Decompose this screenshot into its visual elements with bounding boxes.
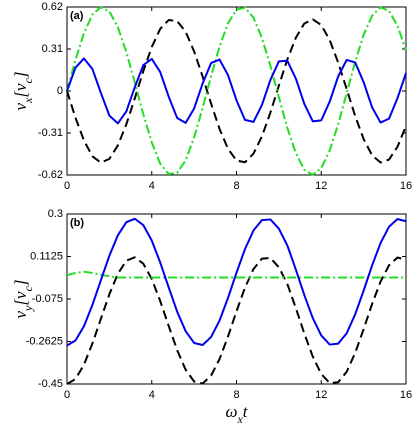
y-tick-label: 0.3 [48, 208, 63, 220]
x-tick-label: 16 [400, 180, 412, 192]
y-tick-label: -0.45 [38, 378, 63, 390]
x-tick-label: 8 [233, 389, 239, 401]
y-axis-label-part: v [11, 103, 30, 111]
y-axis-label-part: y [21, 305, 35, 312]
series-line [66, 217, 407, 347]
series-line [66, 57, 407, 125]
y-axis-label: vx[vc] [11, 72, 35, 111]
y-axis-label-part: v [11, 311, 30, 319]
x-tick-label: 16 [400, 389, 412, 401]
x-tick-label: 12 [315, 389, 327, 401]
plot-frame [66, 6, 407, 176]
y-axis-label-part: x [21, 97, 35, 104]
series-line [66, 6, 407, 176]
y-axis-label: vy[vc] [11, 280, 35, 319]
y-axis-label-part: [v [11, 83, 30, 98]
y-tick-label: 0 [57, 85, 63, 97]
x-tick-label: 8 [233, 180, 239, 192]
plot-frame [66, 213, 407, 385]
y-axis-label-part: [v [11, 291, 30, 306]
y-tick-label: 0.31 [42, 43, 63, 55]
x-tick-label: 0 [64, 180, 70, 192]
x-tick-label: 4 [149, 180, 155, 192]
x-axis-label-part: t [243, 402, 249, 421]
series-line [66, 256, 407, 385]
x-axis-label-part: ω [225, 402, 237, 421]
x-tick-label: 4 [149, 389, 155, 401]
y-axis-label-part: ] [11, 280, 30, 288]
y-tick-label: -0.2625 [26, 335, 63, 347]
y-tick-label: -0.31 [38, 127, 63, 139]
y-axis-label-part: ] [11, 72, 30, 80]
y-tick-label: 0.1125 [30, 250, 63, 262]
series-line [66, 18, 407, 164]
y-axis-label-part: c [21, 285, 35, 291]
x-axis-label: ωxt [225, 402, 248, 424]
series-line [66, 270, 406, 279]
x-tick-label: 0 [64, 389, 70, 401]
panel-label: (a) [70, 10, 84, 22]
y-tick-label: -0.62 [38, 169, 63, 181]
y-tick-label: 0.62 [42, 1, 63, 13]
x-axis-label-part: x [236, 412, 243, 424]
panel-label: (b) [70, 217, 84, 229]
y-axis-label-part: c [21, 77, 35, 83]
x-tick-label: 12 [315, 180, 327, 192]
y-tick-label: -0.075 [32, 293, 63, 305]
